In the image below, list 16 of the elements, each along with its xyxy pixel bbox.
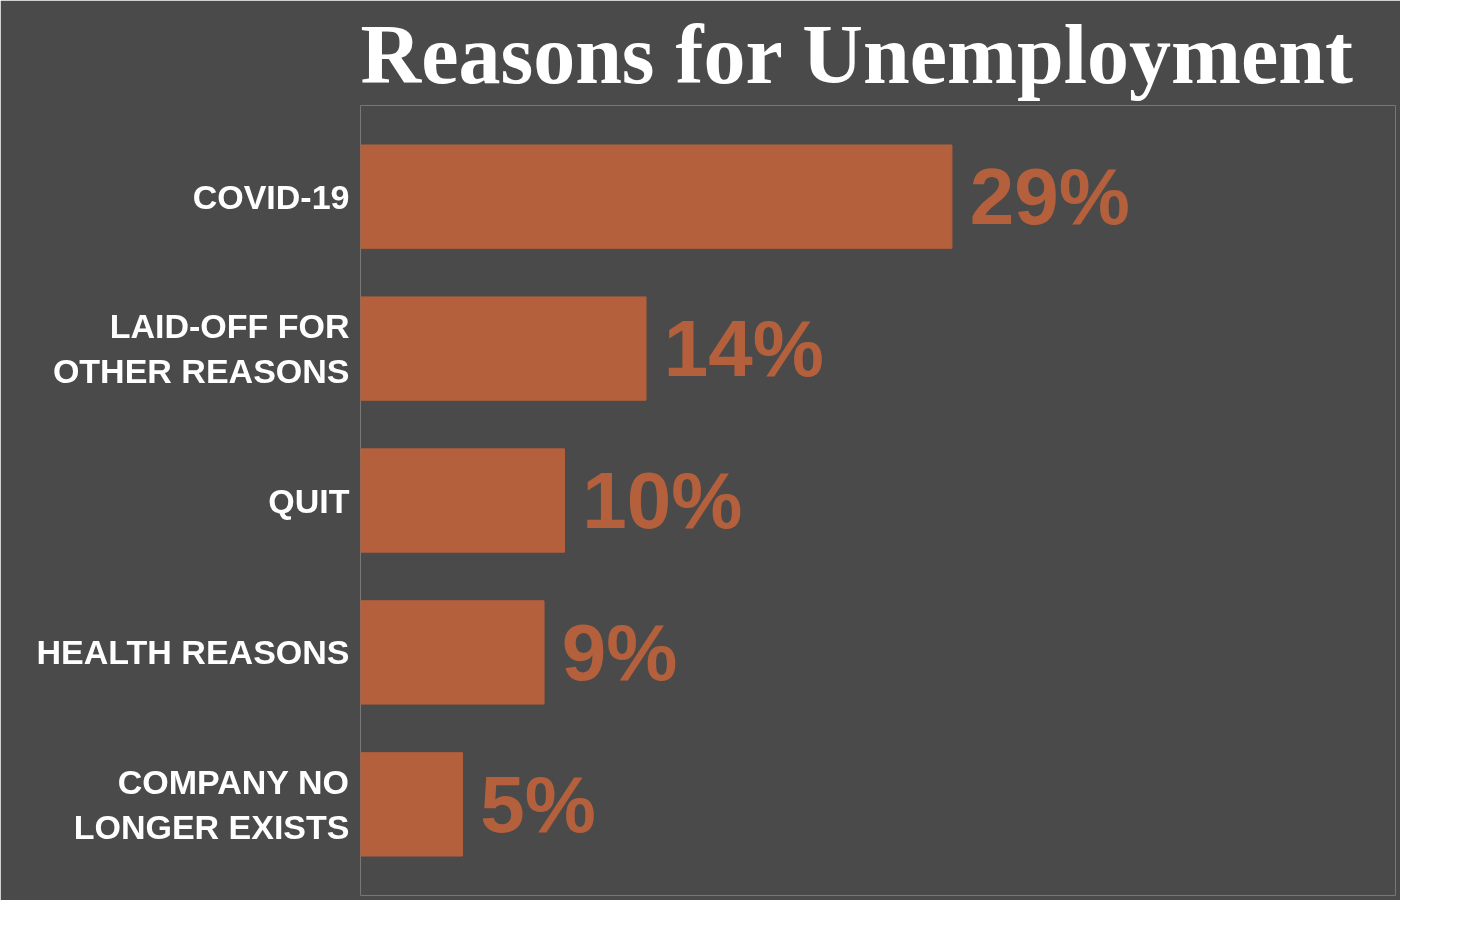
chart-title: Reasons for Unemployment <box>360 7 1353 101</box>
bar <box>360 752 463 857</box>
bar <box>360 296 647 401</box>
y-tick-label: COVID-19 <box>192 177 350 216</box>
bar <box>360 448 565 553</box>
bar <box>360 600 545 705</box>
data-label: 5% <box>480 759 596 849</box>
bar <box>360 144 953 249</box>
y-tick-label: LAID-OFF FOR OTHER REASONS <box>52 306 350 391</box>
y-tick-label: HEALTH REASONS <box>36 633 350 672</box>
y-tick-label: COMPANY NO LONGER EXISTS <box>73 762 350 847</box>
y-tick-label: QUIT <box>268 481 350 520</box>
data-label: 14% <box>663 304 824 394</box>
data-label: 10% <box>582 456 743 545</box>
data-label: 9% <box>561 607 678 697</box>
data-label: 29% <box>969 152 1130 242</box>
